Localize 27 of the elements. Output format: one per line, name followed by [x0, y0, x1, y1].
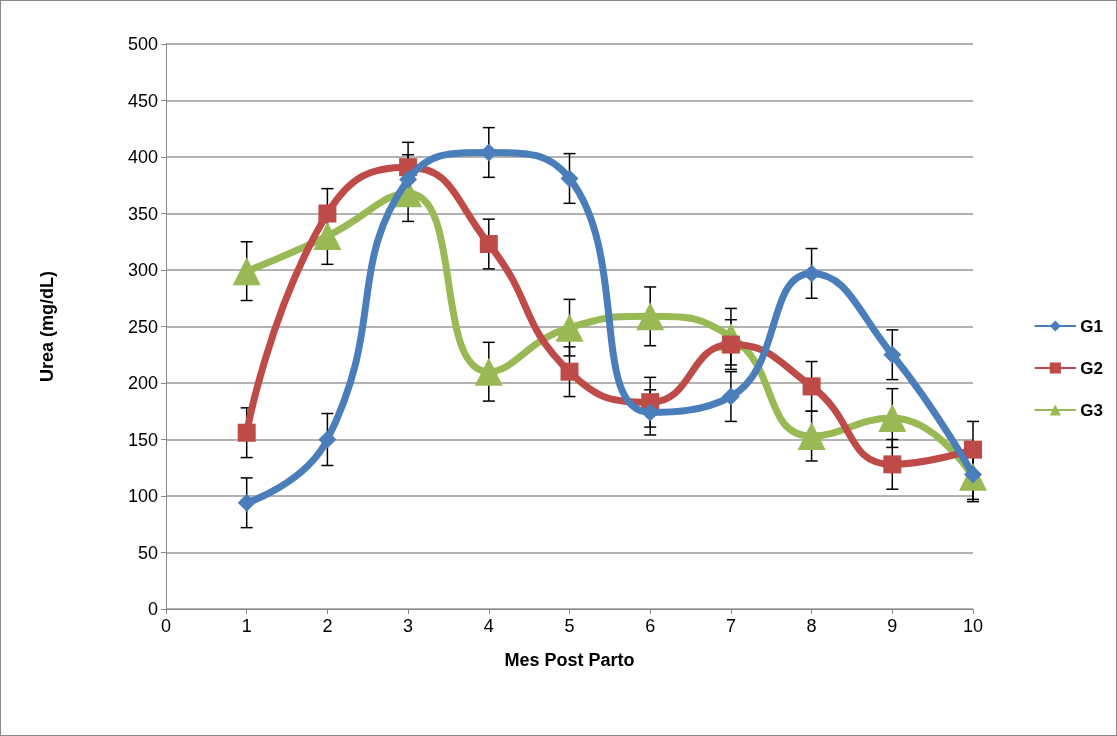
y-tick-label: 150 [127, 429, 158, 450]
x-tick-label: 9 [887, 616, 898, 636]
y-tick-label: 200 [127, 373, 158, 393]
y-tick-label: 300 [127, 260, 158, 280]
legend-label: G1 [1080, 316, 1104, 336]
y-tick-label: 0 [147, 599, 158, 619]
legend-label: G3 [1080, 400, 1104, 420]
x-tick-label: 8 [806, 616, 817, 636]
x-tick-label: 10 [962, 616, 984, 636]
x-tick-label: 4 [483, 616, 494, 636]
x-tick-label: 1 [241, 616, 252, 636]
x-tick-label: 3 [403, 616, 414, 636]
y-tick-label: 450 [127, 90, 158, 111]
x-axis-title: Mes Post Parto [504, 650, 635, 670]
y-tick-label: 100 [127, 486, 158, 506]
x-tick-label: 7 [725, 616, 736, 636]
y-tick-label: 250 [127, 316, 158, 337]
x-tick-label: 0 [160, 616, 172, 636]
x-tick-label: 5 [564, 616, 575, 636]
legend-label: G2 [1080, 358, 1104, 378]
x-tick-label: 2 [322, 616, 333, 636]
y-tick-label: 400 [127, 147, 158, 167]
y-tick-label: 50 [137, 542, 158, 563]
y-tick-label: 500 [127, 34, 158, 54]
x-tick-label: 6 [645, 616, 656, 636]
y-axis-title: Urea (mg/dL) [37, 270, 57, 383]
y-tick-label: 350 [127, 203, 158, 224]
